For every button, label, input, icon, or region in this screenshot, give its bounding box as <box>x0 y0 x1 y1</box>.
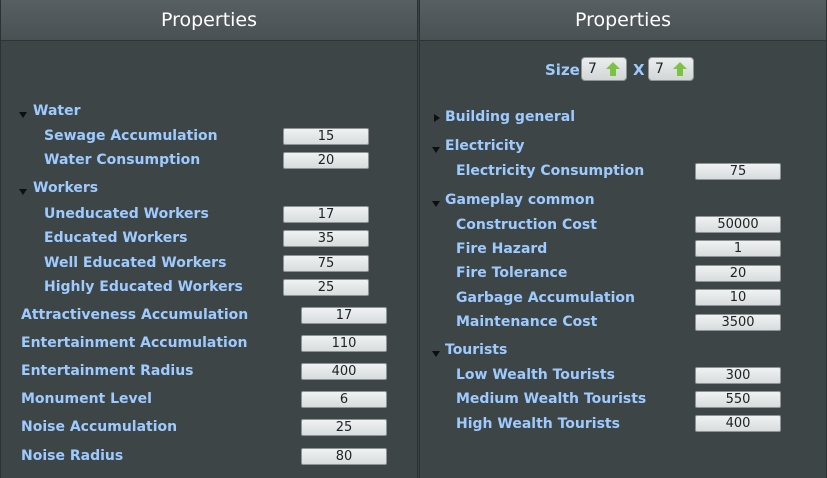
highly-educated-workers-field[interactable]: 25 <box>283 279 369 296</box>
noise-radius-label: Noise Radius <box>21 448 124 464</box>
panel-title: Properties <box>1 0 417 41</box>
size-y-stepper[interactable]: 7 <box>648 57 694 81</box>
highly-educated-workers-label: Highly Educated Workers <box>44 279 243 295</box>
sewage-accumulation-label: Sewage Accumulation <box>44 128 218 144</box>
entertainment-accumulation-field[interactable]: 110 <box>301 335 387 352</box>
collapse-arrow-icon[interactable] <box>432 351 440 357</box>
medium-wealth-tourists-field[interactable]: 550 <box>695 391 781 408</box>
section-building-general[interactable]: Building general <box>445 109 576 125</box>
monument-level-field[interactable]: 6 <box>301 391 387 408</box>
water-consumption-field[interactable]: 20 <box>283 152 369 169</box>
sewage-accumulation-field[interactable]: 15 <box>283 128 369 145</box>
noise-accumulation-field[interactable]: 25 <box>301 419 387 436</box>
garbage-accumulation-label: Garbage Accumulation <box>456 290 635 306</box>
collapse-arrow-icon[interactable] <box>19 189 27 195</box>
size-separator: X <box>633 61 645 79</box>
section-tourists[interactable]: Tourists <box>445 342 508 358</box>
low-wealth-tourists-field[interactable]: 300 <box>695 367 781 384</box>
size-label: Size <box>545 61 580 79</box>
well-educated-workers-label: Well Educated Workers <box>44 255 227 271</box>
electricity-consumption-label: Electricity Consumption <box>456 163 645 179</box>
educated-workers-label: Educated Workers <box>44 230 188 246</box>
panel-title: Properties <box>420 0 826 41</box>
section-workers[interactable]: Workers <box>33 180 99 196</box>
electricity-consumption-field[interactable]: 75 <box>695 163 781 180</box>
noise-radius-field[interactable]: 80 <box>301 448 387 465</box>
section-water[interactable]: Water <box>33 103 81 119</box>
construction-cost-label: Construction Cost <box>456 217 597 233</box>
section-gameplay-common[interactable]: Gameplay common <box>445 192 595 208</box>
educated-workers-field[interactable]: 35 <box>283 230 369 247</box>
well-educated-workers-field[interactable]: 75 <box>283 255 369 272</box>
low-wealth-tourists-label: Low Wealth Tourists <box>456 367 615 383</box>
fire-hazard-label: Fire Hazard <box>456 241 548 257</box>
expand-arrow-icon[interactable] <box>434 114 440 122</box>
attractiveness-accumulation-label: Attractiveness Accumulation <box>21 307 249 323</box>
section-electricity[interactable]: Electricity <box>445 138 525 154</box>
arrow-up-icon[interactable] <box>672 61 688 77</box>
fire-tolerance-field[interactable]: 20 <box>695 265 781 282</box>
properties-panel-left: Properties Water Sewage Accumulation 15 … <box>0 0 418 478</box>
maintenance-cost-label: Maintenance Cost <box>456 314 598 330</box>
high-wealth-tourists-label: High Wealth Tourists <box>456 416 620 432</box>
medium-wealth-tourists-label: Medium Wealth Tourists <box>456 391 647 407</box>
size-x-stepper[interactable]: 7 <box>581 57 627 81</box>
noise-accumulation-label: Noise Accumulation <box>21 419 178 435</box>
collapse-arrow-icon[interactable] <box>19 112 27 118</box>
water-consumption-label: Water Consumption <box>44 152 201 168</box>
garbage-accumulation-field[interactable]: 10 <box>695 289 781 306</box>
size-y-value: 7 <box>655 61 664 77</box>
fire-tolerance-label: Fire Tolerance <box>456 265 568 281</box>
entertainment-radius-label: Entertainment Radius <box>21 363 194 379</box>
collapse-arrow-icon[interactable] <box>432 201 440 207</box>
properties-panel-right: Properties Size 7 X 7 Building general E… <box>419 0 827 478</box>
uneducated-workers-field[interactable]: 17 <box>283 206 369 223</box>
entertainment-radius-field[interactable]: 400 <box>301 363 387 380</box>
high-wealth-tourists-field[interactable]: 400 <box>695 415 781 432</box>
attractiveness-accumulation-field[interactable]: 17 <box>301 307 387 324</box>
monument-level-label: Monument Level <box>21 391 152 407</box>
construction-cost-field[interactable]: 50000 <box>695 216 781 233</box>
fire-hazard-field[interactable]: 1 <box>695 240 781 257</box>
size-x-value: 7 <box>588 61 597 77</box>
arrow-up-icon[interactable] <box>605 61 621 77</box>
uneducated-workers-label: Uneducated Workers <box>44 206 209 222</box>
entertainment-accumulation-label: Entertainment Accumulation <box>21 335 248 351</box>
collapse-arrow-icon[interactable] <box>432 147 440 153</box>
maintenance-cost-field[interactable]: 3500 <box>695 314 781 331</box>
